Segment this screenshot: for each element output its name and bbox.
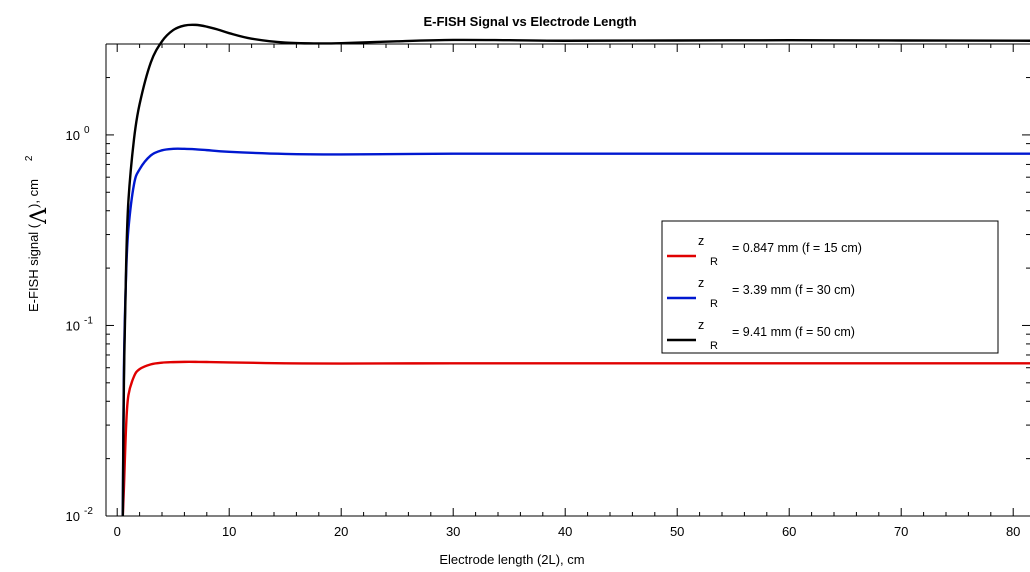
chart-title: E-FISH Signal vs Electrode Length	[423, 14, 636, 29]
legend-label-sub: R	[710, 340, 718, 352]
legend-entry-3: zR = 9.41 mm (f = 50 cm)	[667, 318, 855, 352]
x-tick-label: 40	[558, 524, 572, 539]
x-tick-label: 10	[222, 524, 236, 539]
legend: zR= 0.847 mm (f = 15 cm)zR= 3.39 mm (f =…	[661, 220, 999, 354]
plot-frame	[105, 43, 1030, 517]
y-axis-label-prefix: E-FISH signal (	[26, 223, 41, 312]
x-tick-label: 50	[670, 524, 684, 539]
x-tick-labels: 0 10 20 30 40 50 60 70 80	[114, 524, 1021, 539]
legend-box	[661, 220, 999, 354]
x-axis-label: Electrode length (2L), cm	[439, 552, 584, 567]
y-axis-label-symbol: Λ	[27, 207, 52, 225]
legend-label-text: = 0.847 mm (f = 15 cm)	[732, 241, 862, 255]
legend-label-var: z	[698, 234, 704, 248]
legend-label-text: = 3.39 mm (f = 30 cm)	[732, 283, 855, 297]
legend-entry-2: zR = 3.39 mm (f = 30 cm)	[667, 276, 855, 310]
axis-ticks	[106, 43, 1030, 517]
y-axis-label-suffix: ), cm	[26, 179, 41, 208]
legend-entry-1: zR = 0.847 mm (f = 15 cm)	[667, 234, 862, 268]
x-tick-label: 20	[334, 524, 348, 539]
y-tick-exponent: -1	[84, 315, 93, 326]
legend-label-var: z	[698, 318, 704, 332]
y-axis-label-superscript: 2	[24, 155, 35, 161]
x-tick-label: 0	[114, 524, 121, 539]
legend-label-sub: R	[710, 298, 718, 310]
y-tick-exponent: 0	[84, 125, 90, 136]
series-line-3	[121, 23, 1030, 517]
x-tick-label: 60	[782, 524, 796, 539]
x-tick-label: 70	[894, 524, 908, 539]
y-tick-base: 10	[66, 509, 80, 524]
y-axis-label: E-FISH signal (Λ), cm 2	[24, 155, 52, 312]
series-lines	[121, 23, 1030, 517]
y-axis-label-text: E-FISH signal (Λ), cm 2	[24, 155, 52, 312]
legend-label-sub: R	[710, 256, 718, 268]
series-line-1	[121, 360, 1030, 517]
y-tick-label: 10 -1	[66, 315, 94, 333]
y-tick-label: 10 -2	[66, 506, 94, 524]
y-tick-labels: 10 -2 10 -1 10 0	[66, 125, 94, 524]
legend-label-var: z	[698, 276, 704, 290]
legend-label-text: = 9.41 mm (f = 50 cm)	[732, 325, 855, 339]
series-line-2	[121, 147, 1030, 517]
x-tick-label: 80	[1006, 524, 1020, 539]
x-tick-label: 30	[446, 524, 460, 539]
y-tick-label: 10 0	[66, 125, 90, 143]
y-tick-base: 10	[66, 128, 80, 143]
y-tick-exponent: -2	[84, 506, 93, 517]
y-tick-base: 10	[66, 318, 80, 333]
